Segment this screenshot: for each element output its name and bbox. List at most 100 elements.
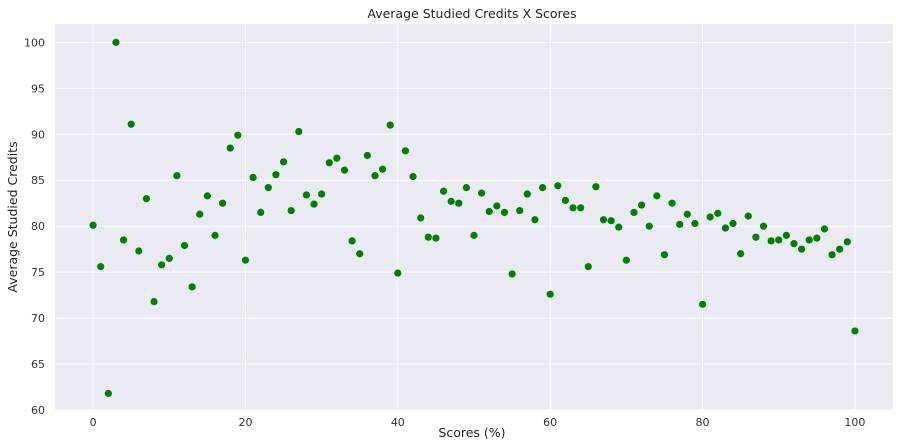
chart-title: Average Studied Credits X Scores xyxy=(367,6,576,21)
data-point xyxy=(363,151,371,160)
data-point xyxy=(836,245,844,253)
data-point xyxy=(173,172,181,180)
data-point xyxy=(394,269,402,277)
data-point xyxy=(645,222,653,230)
x-axis-label: Scores (%) xyxy=(438,425,505,440)
data-point xyxy=(584,263,592,271)
y-tick-label: 85 xyxy=(31,174,45,187)
data-point xyxy=(432,234,440,242)
data-point xyxy=(424,233,432,241)
data-point xyxy=(737,250,745,258)
data-point xyxy=(325,159,333,167)
data-point xyxy=(721,224,730,232)
x-tick-label: 100 xyxy=(844,416,865,429)
x-tick-label: 0 xyxy=(90,416,97,429)
data-point xyxy=(340,166,349,174)
data-point xyxy=(691,219,699,228)
data-point xyxy=(607,217,615,225)
data-point xyxy=(775,236,783,244)
data-point xyxy=(523,190,531,198)
data-point xyxy=(577,204,585,212)
data-point xyxy=(706,213,714,221)
data-point xyxy=(234,131,242,139)
data-point xyxy=(386,121,394,129)
y-tick-label: 95 xyxy=(31,82,45,95)
data-point xyxy=(401,147,410,155)
data-point xyxy=(478,189,486,197)
data-point xyxy=(302,191,310,199)
y-tick-label: 80 xyxy=(31,220,45,233)
data-point xyxy=(310,200,318,208)
data-point xyxy=(660,251,669,259)
data-point xyxy=(683,210,691,218)
data-point xyxy=(417,214,425,222)
data-point xyxy=(797,245,806,253)
data-point xyxy=(531,216,539,224)
x-tick-label: 60 xyxy=(543,416,557,429)
data-point xyxy=(295,127,303,136)
x-tick-label: 40 xyxy=(391,416,405,429)
data-point xyxy=(135,247,143,255)
data-point xyxy=(348,237,356,245)
data-point xyxy=(89,221,97,229)
y-tick-label: 60 xyxy=(31,404,45,417)
y-tick-label: 100 xyxy=(24,36,45,49)
data-point xyxy=(508,270,516,278)
data-point xyxy=(744,212,752,220)
data-point xyxy=(104,389,112,398)
data-point xyxy=(279,158,288,166)
data-point xyxy=(249,173,257,182)
data-point xyxy=(599,216,608,224)
data-point xyxy=(264,183,272,192)
data-point xyxy=(272,171,280,179)
data-point xyxy=(767,237,775,245)
data-point xyxy=(493,202,501,210)
data-point xyxy=(462,183,470,192)
data-point xyxy=(150,297,158,306)
data-point xyxy=(439,187,448,195)
data-point xyxy=(729,219,737,228)
data-point xyxy=(698,300,707,308)
y-tick-label: 90 xyxy=(31,128,45,141)
data-point xyxy=(516,206,524,215)
plot-area xyxy=(55,24,893,410)
data-point xyxy=(409,172,417,181)
data-point xyxy=(500,208,509,217)
data-point xyxy=(371,172,379,180)
data-point xyxy=(676,220,684,228)
data-point xyxy=(226,144,234,152)
data-point xyxy=(638,201,646,209)
data-point xyxy=(546,290,554,298)
y-tick-label: 65 xyxy=(31,358,45,371)
data-point xyxy=(653,192,661,200)
grid-lines xyxy=(55,24,893,411)
data-point xyxy=(333,154,341,162)
data-point xyxy=(447,197,455,205)
x-tick-label: 20 xyxy=(238,416,252,429)
data-point xyxy=(615,223,623,231)
data-point xyxy=(622,256,630,264)
data-point xyxy=(805,236,813,244)
data-point xyxy=(752,233,760,241)
y-tick-label: 75 xyxy=(31,266,45,279)
data-point xyxy=(158,261,166,269)
data-point xyxy=(630,208,638,217)
data-point xyxy=(287,206,295,215)
data-point xyxy=(119,236,128,244)
data-point xyxy=(782,231,790,239)
data-point xyxy=(211,231,219,239)
data-point xyxy=(813,234,821,242)
data-point xyxy=(97,263,105,271)
data-point xyxy=(188,283,196,291)
data-point xyxy=(203,192,211,200)
data-point xyxy=(820,225,829,233)
data-point xyxy=(790,240,798,248)
data-point xyxy=(241,256,250,264)
data-point xyxy=(142,195,151,203)
data-point xyxy=(378,165,387,173)
data-point xyxy=(851,327,859,335)
data-point xyxy=(257,208,265,217)
data-point xyxy=(470,231,478,239)
data-point xyxy=(759,222,768,230)
